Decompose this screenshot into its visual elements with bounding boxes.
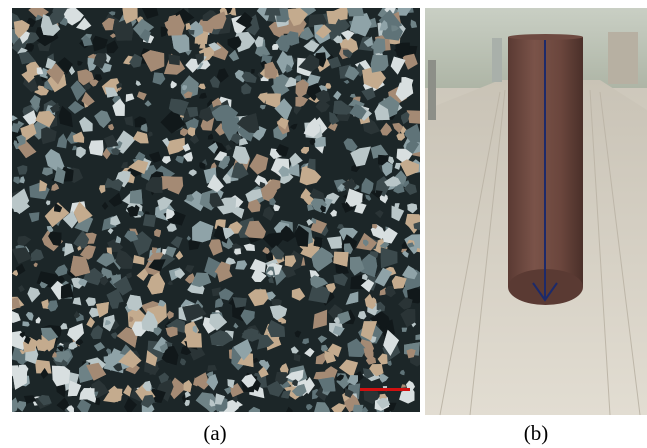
grain [407,110,427,124]
grain [186,332,202,347]
bottle [492,38,502,82]
grain [264,0,280,16]
figure: (a) (b) [0,0,647,448]
page: (a) (b) (() => { const data = JSON.parse… [0,0,647,448]
scale-bar [360,388,410,391]
jar [608,32,638,84]
panel-label: (a) [203,421,226,445]
grain [314,237,323,247]
grain [130,189,143,204]
cylinder-top [508,34,583,40]
panel-label: (b) [524,421,549,445]
sample-photo [425,8,647,415]
grain [346,3,364,17]
grain [251,69,255,74]
grain [169,54,180,65]
grain [89,140,104,156]
object [428,60,436,120]
grain [353,405,364,414]
grain [143,214,156,227]
thin-section-image [3,0,428,421]
